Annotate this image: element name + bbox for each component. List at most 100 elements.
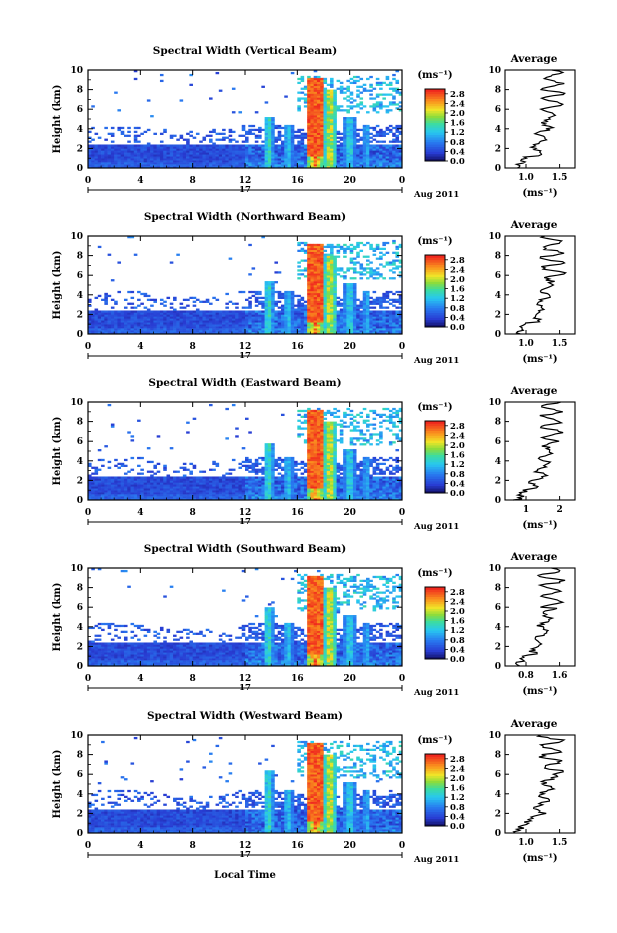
heatmap-cell [343, 307, 347, 309]
heatmap-cell [324, 258, 328, 260]
heatmap-cell [288, 143, 292, 145]
heatmap-cell [340, 160, 344, 162]
heatmap-cell [180, 152, 184, 154]
heatmap-cell [189, 84, 193, 86]
heatmap-cell [310, 95, 314, 97]
heatmap-cell [242, 447, 246, 449]
heatmap-cell [225, 488, 229, 490]
heatmap-cell [274, 291, 278, 293]
x-tick-label: 8 [190, 176, 196, 186]
heatmap-cell [124, 144, 128, 146]
heatmap-cell [310, 92, 314, 94]
heatmap-cell [340, 143, 344, 145]
heatmap-cell [199, 146, 203, 148]
heatmap-cell [186, 305, 190, 307]
heatmap-cell [317, 117, 321, 119]
heatmap-cell [324, 275, 328, 277]
heatmap-cell [232, 490, 236, 492]
heatmap-cell [284, 135, 288, 137]
heatmap-cell [252, 469, 256, 471]
heatmap-cell [327, 293, 331, 295]
heatmap-cell [104, 158, 108, 160]
heatmap-cell [170, 152, 174, 154]
heatmap-cell [95, 480, 99, 482]
heatmap-cell [271, 330, 275, 332]
heatmap-cell [225, 293, 229, 295]
heatmap-cell [163, 324, 167, 326]
heatmap-cell [170, 486, 174, 488]
heatmap-cell [291, 152, 295, 154]
heatmap-cell [163, 465, 167, 467]
heatmap-cell [314, 127, 318, 129]
heatmap-cell [199, 330, 203, 332]
heatmap-cell [327, 111, 331, 113]
heatmap-cell [333, 324, 337, 326]
heatmap-cell [369, 160, 373, 162]
heatmap-cell [304, 135, 308, 137]
heatmap-cell [373, 318, 377, 320]
heatmap-cell [379, 133, 383, 135]
heatmap-cell [124, 478, 128, 480]
heatmap-cell [395, 301, 399, 303]
heatmap-cell [258, 150, 262, 152]
heatmap-cell [382, 318, 386, 320]
heatmap-cell [265, 322, 269, 324]
heatmap-cell [108, 496, 112, 498]
heatmap-cell [369, 330, 373, 332]
heatmap-cell [219, 144, 223, 146]
heatmap-cell [225, 164, 229, 166]
heatmap-cell [160, 492, 164, 494]
heatmap-cell [333, 256, 337, 258]
heatmap-cell [359, 139, 363, 141]
heatmap-cell [140, 144, 144, 146]
heatmap-cell [327, 131, 331, 133]
heatmap-cell [317, 146, 321, 148]
heatmap-cell [265, 283, 269, 285]
heatmap-cell [340, 330, 344, 332]
heatmap-cell [91, 488, 95, 490]
heatmap-cell [376, 297, 380, 299]
heatmap-cell [163, 154, 167, 156]
heatmap-cell [343, 312, 347, 314]
heatmap-cell [163, 150, 167, 152]
heatmap-cell [317, 263, 321, 265]
heatmap-cell [108, 490, 112, 492]
heatmap-cell [363, 316, 367, 318]
colorbar-segment [425, 317, 445, 320]
heatmap-cell [265, 299, 269, 301]
heatmap-cell [304, 250, 308, 252]
heatmap-cell [327, 117, 331, 119]
heatmap-cell [324, 88, 328, 90]
heatmap-cell [314, 105, 318, 107]
heatmap-cell [265, 307, 269, 309]
heatmap-cell [206, 148, 210, 150]
heatmap-cell [386, 295, 390, 297]
heatmap-cell [314, 148, 318, 150]
heatmap-cell [127, 318, 131, 320]
heatmap-cell [343, 97, 347, 99]
heatmap-cell [271, 144, 275, 146]
heatmap-cell [202, 484, 206, 486]
heatmap-cell [386, 109, 390, 111]
heatmap-cell [330, 303, 334, 305]
heatmap-cell [117, 492, 121, 494]
heatmap-cell [170, 156, 174, 158]
heatmap-cell [314, 328, 318, 330]
heatmap-cell [389, 82, 393, 84]
colorbar-segment [425, 151, 445, 154]
heatmap-cell [333, 285, 337, 287]
heatmap-cell [173, 496, 177, 498]
heatmap-cell [153, 486, 157, 488]
heatmap-cell [284, 152, 288, 154]
heatmap-cell [382, 160, 386, 162]
heatmap-cell [216, 314, 220, 316]
heatmap-cell [294, 150, 298, 152]
heatmap-cell [157, 494, 161, 496]
heatmap-cell [278, 135, 282, 137]
heatmap-cell [229, 141, 233, 143]
heatmap-cell [268, 150, 272, 152]
heatmap-cell [310, 295, 314, 297]
heatmap-cell [284, 150, 288, 152]
heatmap-cell [258, 316, 262, 318]
heatmap-cell [376, 330, 380, 332]
